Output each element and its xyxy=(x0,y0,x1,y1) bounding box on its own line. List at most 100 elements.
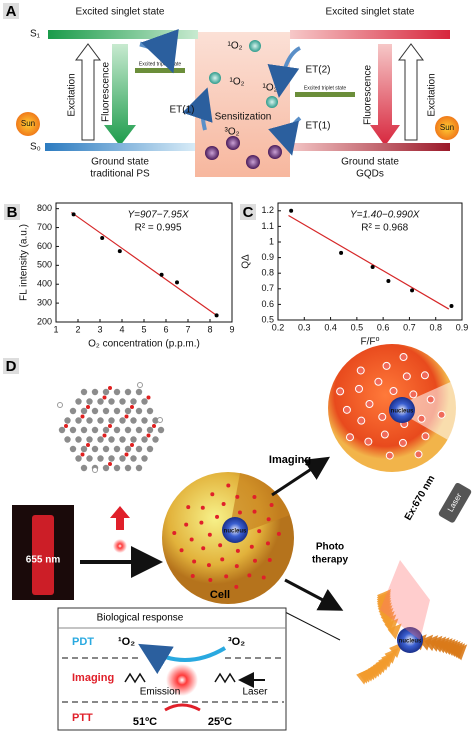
molecule xyxy=(226,136,240,150)
data-point xyxy=(100,235,105,240)
y-tick-label: 1.1 xyxy=(261,221,274,231)
fragment xyxy=(453,644,468,661)
atom xyxy=(75,436,82,443)
particle xyxy=(355,384,364,393)
atom xyxy=(135,426,143,434)
particle xyxy=(409,390,418,399)
data-point xyxy=(214,313,219,318)
ground-label: GQDs xyxy=(356,169,384,180)
transfer-label: ET(1) xyxy=(170,105,195,116)
atom xyxy=(75,455,82,462)
x-tick-label: 6 xyxy=(163,324,168,334)
particle xyxy=(220,557,225,562)
particle xyxy=(184,522,189,527)
particle xyxy=(192,559,197,564)
nucleus-label: nucleus xyxy=(399,639,422,645)
particle xyxy=(215,514,220,519)
particle xyxy=(342,405,351,414)
emission-dot xyxy=(166,664,198,696)
particle xyxy=(402,372,411,381)
particle xyxy=(247,573,252,578)
data-point xyxy=(175,280,179,285)
fluorescence-arrow xyxy=(370,44,400,146)
particle xyxy=(206,563,211,568)
x-tick-label: 0.5 xyxy=(351,322,364,332)
laser-device: Laser xyxy=(438,482,472,523)
x-axis-label: F/F⁰ xyxy=(360,337,379,348)
level-label: Excited triplet state xyxy=(304,85,346,91)
panel-label: C xyxy=(243,204,254,221)
atom xyxy=(69,407,77,415)
atom xyxy=(146,395,151,400)
particle xyxy=(266,517,271,522)
particle xyxy=(398,438,407,447)
atom xyxy=(135,388,143,396)
ground-label: Ground state xyxy=(91,157,149,168)
wave xyxy=(124,672,146,684)
energy-level xyxy=(290,143,450,151)
charts: B 1 2 3 4 5 6 7 8 9 200 300 400 500 600 700 800 O₂ concen… xyxy=(4,202,468,350)
atom xyxy=(64,417,71,424)
atom xyxy=(130,455,137,462)
panel-label: D xyxy=(6,358,17,375)
atom xyxy=(130,436,137,443)
atom xyxy=(86,405,90,409)
y-axis-label: FL intensity (a.u.) xyxy=(19,224,30,301)
atom xyxy=(157,417,163,423)
atom xyxy=(108,424,112,428)
excitation-arrow xyxy=(398,43,424,141)
particle xyxy=(208,578,213,583)
connector xyxy=(284,611,341,641)
atom xyxy=(141,398,148,405)
x-tick-label: 0.3 xyxy=(298,322,311,332)
y-tick-label: 700 xyxy=(37,222,52,232)
particle xyxy=(226,483,231,488)
atom xyxy=(86,436,93,443)
atom xyxy=(97,417,104,424)
particle xyxy=(345,433,354,442)
level-label: Excited triplet state xyxy=(139,61,181,67)
x-tick-label: 7 xyxy=(185,324,190,334)
atom xyxy=(146,445,154,453)
nucleus xyxy=(389,397,415,423)
data-point xyxy=(117,249,122,254)
molecule xyxy=(266,96,278,108)
level-label: S₁ xyxy=(30,29,41,40)
molecule xyxy=(249,40,261,52)
atom xyxy=(91,445,99,453)
particle xyxy=(380,430,389,439)
arrow xyxy=(164,703,201,712)
atom xyxy=(102,388,110,396)
atom xyxy=(102,395,107,400)
panel-d: D 655 nm nucleus Cell Imaging nucleus Ph… xyxy=(3,344,472,731)
fluorescence-arrow xyxy=(104,44,136,146)
sun xyxy=(16,112,40,136)
atom xyxy=(80,452,85,457)
atom xyxy=(130,398,137,405)
temperature-label: 25ºC xyxy=(208,716,232,728)
plot-frame xyxy=(277,202,463,321)
state-label: Excited singlet state xyxy=(326,7,415,18)
particle xyxy=(218,543,223,548)
particle xyxy=(252,494,257,499)
excitation-label: Ex:670 nm xyxy=(403,474,438,523)
atom xyxy=(108,386,112,390)
atom xyxy=(102,433,107,438)
particle xyxy=(382,361,391,370)
panel-label: B xyxy=(7,204,18,221)
y-tick-label: 0.9 xyxy=(261,252,274,262)
atom xyxy=(86,443,90,447)
y-tick-label: 300 xyxy=(37,297,52,307)
atom xyxy=(108,436,115,443)
atom xyxy=(102,407,110,415)
x-tick-label: 2 xyxy=(75,324,80,334)
atom xyxy=(146,433,151,438)
particle xyxy=(385,451,394,460)
atom xyxy=(130,443,134,447)
molecule xyxy=(268,145,282,159)
arrow-label: therapy xyxy=(312,555,349,566)
r-squared: R² = 0.968 xyxy=(361,223,408,234)
atom xyxy=(80,426,88,434)
nucleus xyxy=(397,627,423,653)
particle xyxy=(357,416,366,425)
